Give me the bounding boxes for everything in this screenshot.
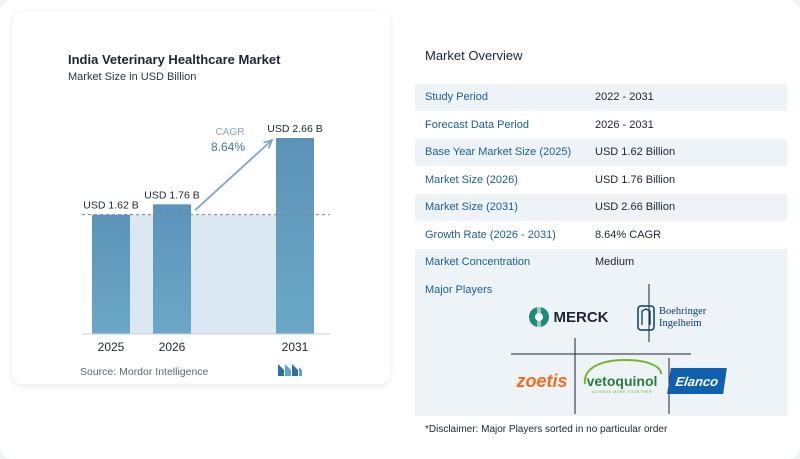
overview-value: Medium <box>595 256 635 269</box>
cagr-label: CAGR <box>216 127 245 138</box>
overview-row: Study Period 2022 - 2031 <box>415 84 787 112</box>
bar-chart: USD 1.62 B USD 1.76 B USD 2.66 B 2025 2026 20… <box>82 123 330 354</box>
zoetis-wordmark: zoetis <box>516 370 568 391</box>
bar <box>92 214 130 334</box>
overview-table: Study Period 2022 - 2031 Forecast Data P… <box>415 84 787 277</box>
bar <box>276 138 314 334</box>
overview-label: Study Period <box>425 91 488 104</box>
overview-title: Market Overview <box>425 48 523 63</box>
chart-title: India Veterinary Healthcare Market <box>68 52 281 67</box>
source-note: Source: Mordor Intelligence <box>80 366 209 378</box>
merck-wordmark: MERCK <box>553 308 609 326</box>
players-grid-lines <box>511 284 691 414</box>
overview-label: Forecast Data Period <box>425 118 529 131</box>
data-label: USD 1.62 B <box>83 200 138 212</box>
x-tick-label: 2031 <box>282 340 309 354</box>
mordor-logo-icon <box>278 364 302 376</box>
bar <box>153 204 191 334</box>
disclaimer: *Disclaimer: Major Players sorted in no … <box>425 424 668 435</box>
overview-value: 8.64% CAGR <box>595 228 662 241</box>
zoetis-logo: zoetis <box>511 366 573 396</box>
boehringer-logo: Boehringer Ingelheim <box>633 298 733 338</box>
data-label: USD 2.66 B <box>267 123 322 135</box>
overview-label: Market Size (2026) <box>425 173 518 186</box>
elanco-logo: Elanco <box>667 368 727 394</box>
vetoquinol-swoosh-icon <box>583 358 662 385</box>
vetoquinol-tagline: ACHIEVE MORE TOGETHER <box>591 388 653 394</box>
overview-value: 2022 - 2031 <box>595 91 654 104</box>
cagr-arrow-line <box>194 139 273 211</box>
overview-value: 2026 - 2031 <box>595 118 654 131</box>
x-tick-label: 2025 <box>98 340 125 354</box>
data-label: USD 1.76 B <box>144 189 199 201</box>
overview-row: Market Size (2031) USD 2.66 Billion <box>415 194 787 222</box>
overview-value: USD 1.76 Billion <box>595 173 676 186</box>
overview-value: USD 1.62 Billion <box>595 146 676 159</box>
overview-row: Market Concentration Medium <box>415 249 787 277</box>
chart-subtitle: Market Size in USD Billion <box>68 71 197 83</box>
overview-row: Base Year Market Size (2025) USD 1.62 Bi… <box>415 139 787 167</box>
overview-label: Market Size (2031) <box>425 201 518 214</box>
overview-row: Forecast Data Period 2026 - 2031 <box>415 111 787 139</box>
elanco-wordmark: Elanco <box>674 373 720 389</box>
cagr-arrow-head <box>263 138 274 149</box>
overview-row: Market Size (2026) USD 1.76 Billion <box>415 166 787 194</box>
x-tick-label: 2026 <box>159 340 186 354</box>
boehringer-icon <box>637 305 655 331</box>
growth-band <box>130 214 276 334</box>
merck-icon <box>528 306 549 328</box>
major-players-section: Major Players MERCK Boehringer Ingelheim… <box>415 276 787 416</box>
boehringer-wordmark: Boehringer Ingelheim <box>659 306 707 329</box>
overview-row: Growth Rate (2026 - 2031) 8.64% CAGR <box>415 221 787 249</box>
vetoquinol-logo: vetoquinol ACHIEVE MORE TOGETHER <box>581 358 663 404</box>
vetoquinol-wordmark: vetoquinol <box>586 372 658 389</box>
cagr-value: 8.64% <box>211 140 245 154</box>
overview-label: Market Concentration <box>425 256 531 269</box>
overview-value: USD 2.66 Billion <box>595 201 676 214</box>
merck-logo: MERCK <box>523 300 613 334</box>
overview-label: Base Year Market Size (2025) <box>425 146 572 159</box>
major-players-title: Major Players <box>425 284 493 296</box>
overview-label: Growth Rate (2026 - 2031) <box>425 228 556 241</box>
